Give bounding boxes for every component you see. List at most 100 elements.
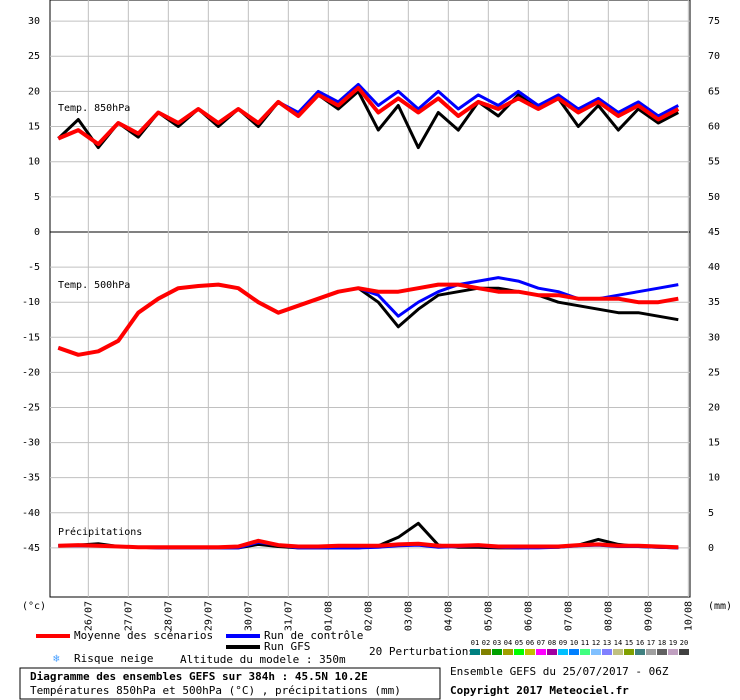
perturbations-label: 20 Perturbations — [369, 645, 475, 658]
y-tick-label: -25 — [22, 402, 40, 413]
y2-tick-label: 70 — [708, 51, 720, 62]
perturbation-id: 03 — [493, 639, 501, 647]
perturbation-id: 15 — [625, 639, 633, 647]
y2-tick-label: 75 — [708, 16, 720, 27]
y2-tick-label: 50 — [708, 192, 720, 203]
panel-title: Temp. 500hPa — [58, 280, 130, 291]
left-unit: (°c) — [22, 601, 46, 612]
y-tick-label: 15 — [28, 122, 40, 133]
perturbation-swatch — [657, 649, 667, 655]
y-tick-label: -15 — [22, 332, 40, 343]
x-tick-label: 29/07 — [203, 601, 214, 631]
altitude: Altitude du modele : 350m — [180, 653, 346, 666]
footer-box — [19, 667, 441, 700]
y-tick-label: 30 — [28, 16, 40, 27]
perturbation-id: 04 — [504, 639, 512, 647]
perturbation-id: 17 — [647, 639, 655, 647]
perturbation-id: 10 — [570, 639, 578, 647]
y-tick-label: 0 — [34, 227, 40, 238]
perturbation-swatch — [635, 649, 645, 655]
y2-tick-label: 45 — [708, 227, 720, 238]
y2-tick-label: 20 — [708, 402, 720, 413]
perturbation-swatch — [580, 649, 590, 655]
perturbation-id: 06 — [526, 639, 534, 647]
x-tick-label: 26/07 — [83, 601, 94, 631]
perturbation-swatch — [591, 649, 601, 655]
y2-tick-label: 40 — [708, 262, 720, 273]
y-tick-label: -45 — [22, 543, 40, 554]
perturbation-id: 08 — [548, 639, 556, 647]
perturbation-swatch — [503, 649, 513, 655]
legend-label: Risque neige — [74, 652, 153, 665]
y2-tick-label: 60 — [708, 122, 720, 133]
y2-tick-label: 30 — [708, 332, 720, 343]
series-line — [57, 282, 679, 357]
perturbation-swatch — [492, 649, 502, 655]
perturbation-id: 18 — [658, 639, 666, 647]
perturbation-id: 20 — [680, 639, 688, 647]
perturbation-swatch — [470, 649, 480, 655]
y-tick-label: -10 — [22, 297, 40, 308]
y2-tick-label: 25 — [708, 367, 720, 378]
perturbation-id: 11 — [581, 639, 589, 647]
x-tick-label: 10/08 — [683, 601, 694, 631]
perturbation-swatch — [536, 649, 546, 655]
x-tick-label: 01/08 — [323, 601, 334, 631]
perturbation-swatch — [569, 649, 579, 655]
y2-tick-label: 5 — [708, 508, 714, 519]
perturbation-swatch — [613, 649, 623, 655]
x-tick-label: 28/07 — [163, 601, 174, 631]
series-line — [57, 85, 680, 147]
x-tick-label: 07/08 — [563, 601, 574, 631]
perturbation-swatch — [624, 649, 634, 655]
series-line — [58, 538, 679, 550]
y2-tick-label: 10 — [708, 473, 720, 484]
x-tick-label: 06/08 — [523, 601, 534, 631]
x-tick-label: 30/07 — [243, 601, 254, 631]
y-tick-label: 5 — [34, 192, 40, 203]
perturbation-swatch — [602, 649, 612, 655]
run-info: Ensemble GEFS du 25/07/2017 - 06Z — [450, 665, 669, 678]
perturbation-swatch — [525, 649, 535, 655]
panel-annotation: Précipitations — [58, 526, 142, 538]
perturbation-id: 12 — [592, 639, 600, 647]
perturbation-id: 13 — [603, 639, 611, 647]
x-tick-label: 05/08 — [483, 601, 494, 631]
legend-label: Run de contrôle — [264, 629, 363, 642]
y-tick-label: 20 — [28, 86, 40, 97]
y2-tick-label: 0 — [708, 543, 714, 554]
perturbation-id: 16 — [636, 639, 644, 647]
x-tick-label: 08/08 — [603, 601, 614, 631]
snow-icon: ❄ — [53, 652, 60, 665]
footer-title: Diagramme des ensembles GEFS sur 384h : … — [30, 670, 368, 683]
perturbation-swatch — [481, 649, 491, 655]
y2-tick-label: 55 — [708, 157, 720, 168]
perturbation-swatch — [514, 649, 524, 655]
perturbation-id: 07 — [537, 639, 545, 647]
y-tick-label: 25 — [28, 51, 40, 62]
x-tick-label: 27/07 — [123, 601, 134, 631]
x-tick-label: 03/08 — [403, 601, 414, 631]
perturbation-id: 19 — [669, 639, 677, 647]
copyright: Copyright 2017 Meteociel.fr — [450, 684, 629, 697]
perturbation-swatch — [558, 649, 568, 655]
perturbation-id: 01 — [471, 639, 479, 647]
panel-title: Temp. 850hPa — [58, 103, 130, 114]
right-unit: (mm) — [708, 601, 732, 612]
y2-tick-label: 65 — [708, 86, 720, 97]
footer-subtitle: Températures 850hPa et 500hPa (°C) , pré… — [30, 684, 401, 697]
y-tick-label: -35 — [22, 473, 40, 484]
perturbation-id: 02 — [482, 639, 490, 647]
x-tick-label: 09/08 — [643, 601, 654, 631]
y-tick-label: -40 — [22, 508, 40, 519]
y-tick-label: -20 — [22, 367, 40, 378]
perturbation-id: 09 — [559, 639, 567, 647]
y2-tick-label: 15 — [708, 438, 720, 449]
x-tick-label: 02/08 — [363, 601, 374, 631]
perturbation-swatch — [668, 649, 678, 655]
x-tick-label: 31/07 — [283, 601, 294, 631]
perturbation-swatch — [646, 649, 656, 655]
y2-tick-label: 35 — [708, 297, 720, 308]
y-tick-label: 10 — [28, 157, 40, 168]
